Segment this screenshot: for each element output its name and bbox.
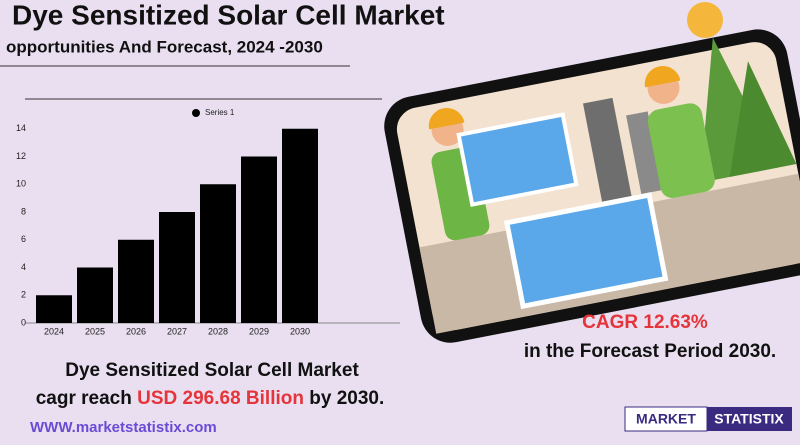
x-tick-label: 2025 (85, 326, 105, 336)
summary-line: Dye Sensitized Solar Cell Market (65, 360, 359, 381)
summary-line: cagr reach USD 296.68 Billion by 2030. (36, 388, 385, 409)
logo-part: MARKET (636, 411, 696, 427)
summary-text: cagr reach (36, 388, 137, 409)
y-tick-label: 14 (16, 123, 26, 133)
x-tick-label: 2029 (249, 326, 269, 336)
bar (159, 212, 195, 323)
legend-label: Series 1 (205, 108, 235, 117)
x-tick-label: 2024 (44, 326, 64, 336)
y-tick-label: 6 (21, 234, 26, 244)
x-tick-label: 2030 (290, 326, 310, 336)
y-tick-label: 12 (16, 151, 26, 161)
illustration (384, 29, 800, 343)
x-tick-label: 2028 (208, 326, 228, 336)
y-tick-label: 2 (21, 290, 26, 300)
summary-text: by 2030. (304, 388, 384, 409)
bar (36, 295, 72, 323)
website[interactable]: WWW.marketstatistix.com (30, 419, 217, 436)
y-tick-label: 10 (16, 179, 26, 189)
bar (200, 184, 236, 323)
title: Dye Sensitized Solar Cell Market (12, 0, 445, 30)
cagr-period: in the Forecast Period 2030. (524, 341, 776, 362)
legend-marker (192, 109, 200, 117)
subtitle: opportunities And Forecast, 2024 -2030 (6, 37, 323, 56)
summary-value: USD 296.68 Billion (137, 388, 304, 409)
y-tick-label: 4 (21, 262, 26, 272)
x-tick-label: 2027 (167, 326, 187, 336)
bar (77, 267, 113, 323)
y-tick-label: 8 (21, 206, 26, 216)
y-tick-label: 0 (21, 317, 26, 327)
bar (282, 128, 318, 323)
logo-part: STATISTIX (714, 411, 784, 427)
cagr: CAGR 12.63% (582, 312, 708, 333)
bar (118, 239, 154, 323)
bar (241, 156, 277, 323)
x-tick-label: 2026 (126, 326, 146, 336)
sun (687, 2, 723, 38)
